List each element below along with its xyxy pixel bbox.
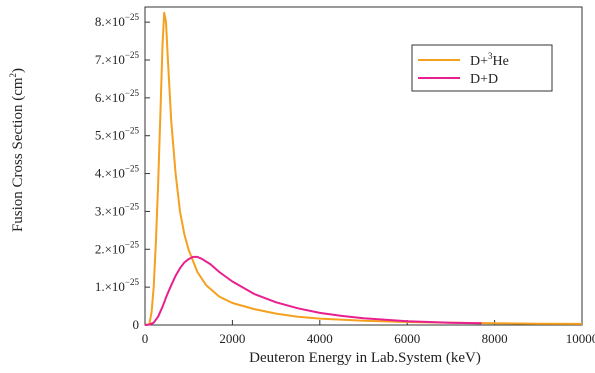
y-tick-label-exponent: −25	[125, 88, 140, 98]
y-tick-label-base: 2.×10	[95, 241, 125, 256]
y-axis-title-main: Fusion Cross Section (cm	[10, 77, 26, 232]
y-tick-label-base: 4.×10	[95, 166, 125, 181]
y-tick-label: 6.×10−25	[95, 88, 140, 105]
y-tick-label: 2.×10−25	[95, 239, 140, 256]
y-tick-label-exponent: −25	[125, 277, 140, 287]
y-tick-label-exponent: −25	[125, 239, 140, 249]
y-tick-label-exponent: −25	[125, 201, 140, 211]
legend-label-d-he3-prefix: D+	[470, 54, 488, 69]
y-tick-label: 3.×10−25	[95, 201, 140, 218]
y-axis-ticks: 01.×10−252.×10−253.×10−254.×10−255.×10−2…	[95, 12, 150, 332]
x-tick-label: 0	[142, 331, 149, 346]
y-tick-label: 0	[133, 317, 140, 332]
y-axis-title-sup: 2	[8, 73, 18, 78]
y-axis-title: Fusion Cross Section (cm2)	[8, 68, 26, 232]
y-tick-label-base: 5.×10	[95, 128, 125, 143]
y-tick-label-base: 3.×10	[95, 203, 125, 218]
y-tick-label: 1.×10−25	[95, 277, 140, 294]
y-tick-label-base: 0	[133, 317, 140, 332]
x-tick-label: 2000	[219, 331, 245, 346]
x-axis-ticks: 0 2000 4000 6000 8000 10000	[142, 320, 595, 346]
x-tick-label: 10000	[566, 331, 595, 346]
y-axis-title-end: )	[10, 68, 26, 73]
y-tick-label-base: 1.×10	[95, 279, 125, 294]
y-tick-label-exponent: −25	[125, 12, 140, 22]
x-tick-label: 6000	[394, 331, 420, 346]
x-tick-label: 8000	[482, 331, 508, 346]
legend-box	[411, 44, 553, 92]
y-tick-label: 4.×10−25	[95, 164, 140, 181]
legend-label-d-he3-sup: 3	[488, 51, 493, 61]
y-tick-label-base: 6.×10	[95, 90, 125, 105]
y-tick-label-exponent: −25	[125, 50, 140, 60]
series-line-d-d	[144, 255, 482, 326]
y-tick-label: 7.×10−25	[95, 50, 140, 67]
legend-label-d-he3: D+3He	[470, 51, 509, 69]
y-tick-label-base: 8.×10	[95, 14, 125, 29]
legend-label-d-he3-suffix: He	[493, 54, 509, 69]
legend-label-d-d: D+D	[470, 72, 498, 87]
series-line-d-he3	[144, 11, 583, 326]
plot-frame	[144, 6, 583, 326]
y-tick-label: 8.×10−25	[95, 12, 140, 29]
y-tick-label-base: 7.×10	[95, 52, 125, 67]
series-layer	[144, 11, 583, 326]
y-tick-label-exponent: −25	[125, 164, 140, 174]
x-tick-label: 4000	[307, 331, 333, 346]
x-axis-title: Deuteron Energy in Lab.System (keV)	[249, 350, 481, 366]
y-tick-label: 5.×10−25	[95, 126, 140, 143]
legend: D+3He D+D	[411, 44, 553, 92]
y-tick-label-exponent: −25	[125, 126, 140, 136]
